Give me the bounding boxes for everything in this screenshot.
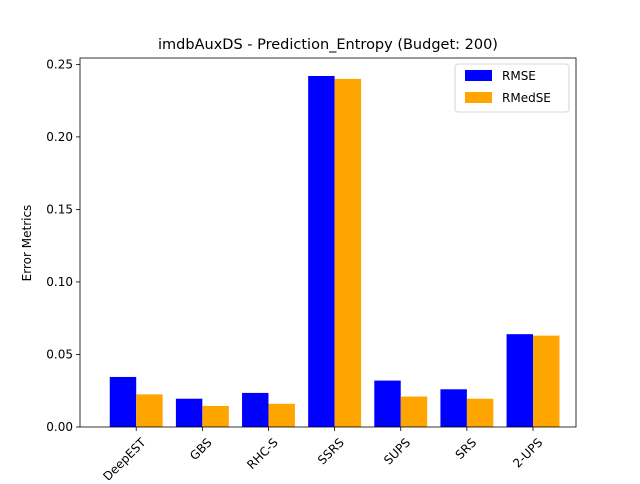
- x-tick-label: DeepEST: [100, 435, 149, 480]
- x-axis: DeepEST GBS RHC-S SSRS SUPS SRS 2-UPS: [100, 427, 545, 484]
- bar-rmedse-2-ups: [533, 335, 560, 427]
- y-axis: 0.00 0.05 0.10 0.15 0.20 0.25: [46, 58, 80, 434]
- bar-rmedse-srs: [466, 398, 494, 427]
- y-tick-label: 0.00: [46, 420, 73, 434]
- bar-rmedse-rhc-s: [268, 403, 295, 427]
- plot-frame: [79, 57, 577, 428]
- legend-label-rmedse: RMedSE: [502, 91, 551, 105]
- bar-rmedse-sups: [400, 396, 428, 427]
- bar-rmse-2-ups: [506, 334, 534, 427]
- bar-rmse-deepest: [109, 376, 137, 427]
- bar-rmse-srs: [440, 389, 467, 427]
- x-tick-label: RHC-S: [244, 435, 281, 472]
- bar-rmedse-deepest: [136, 394, 163, 427]
- bar-rmse-ssrs: [308, 75, 335, 428]
- y-tick-label: 0.25: [46, 58, 73, 72]
- x-tick-label: SSRS: [315, 435, 347, 467]
- legend: RMSE RMedSE: [454, 63, 570, 113]
- bar-rmse-gbs: [175, 398, 203, 427]
- y-tick-label: 0.10: [46, 275, 73, 289]
- legend-label-rmse: RMSE: [502, 69, 536, 83]
- y-tick-label: 0.05: [46, 348, 73, 362]
- bar-rmse-sups: [374, 380, 401, 427]
- bar-rmedse-gbs: [202, 405, 229, 427]
- legend-swatch-rmse: [465, 70, 492, 81]
- y-tick-label: 0.15: [46, 203, 73, 217]
- chart-title: imdbAuxDS - Prediction_Entropy (Budget: …: [158, 37, 498, 53]
- y-tick-label: 0.20: [46, 130, 73, 144]
- bars-layer: [109, 75, 560, 428]
- bar-rmse-rhc-s: [242, 392, 269, 427]
- x-tick-label: GBS: [187, 435, 215, 463]
- legend-swatch-rmedse: [465, 92, 492, 103]
- y-axis-label: Error Metrics: [20, 205, 34, 282]
- x-tick-label: 2-UPS: [510, 435, 545, 470]
- x-tick-label: SUPS: [381, 435, 413, 467]
- bar-rmedse-ssrs: [334, 78, 362, 427]
- x-tick-label: SRS: [453, 435, 480, 462]
- axes-layer: [79, 57, 577, 428]
